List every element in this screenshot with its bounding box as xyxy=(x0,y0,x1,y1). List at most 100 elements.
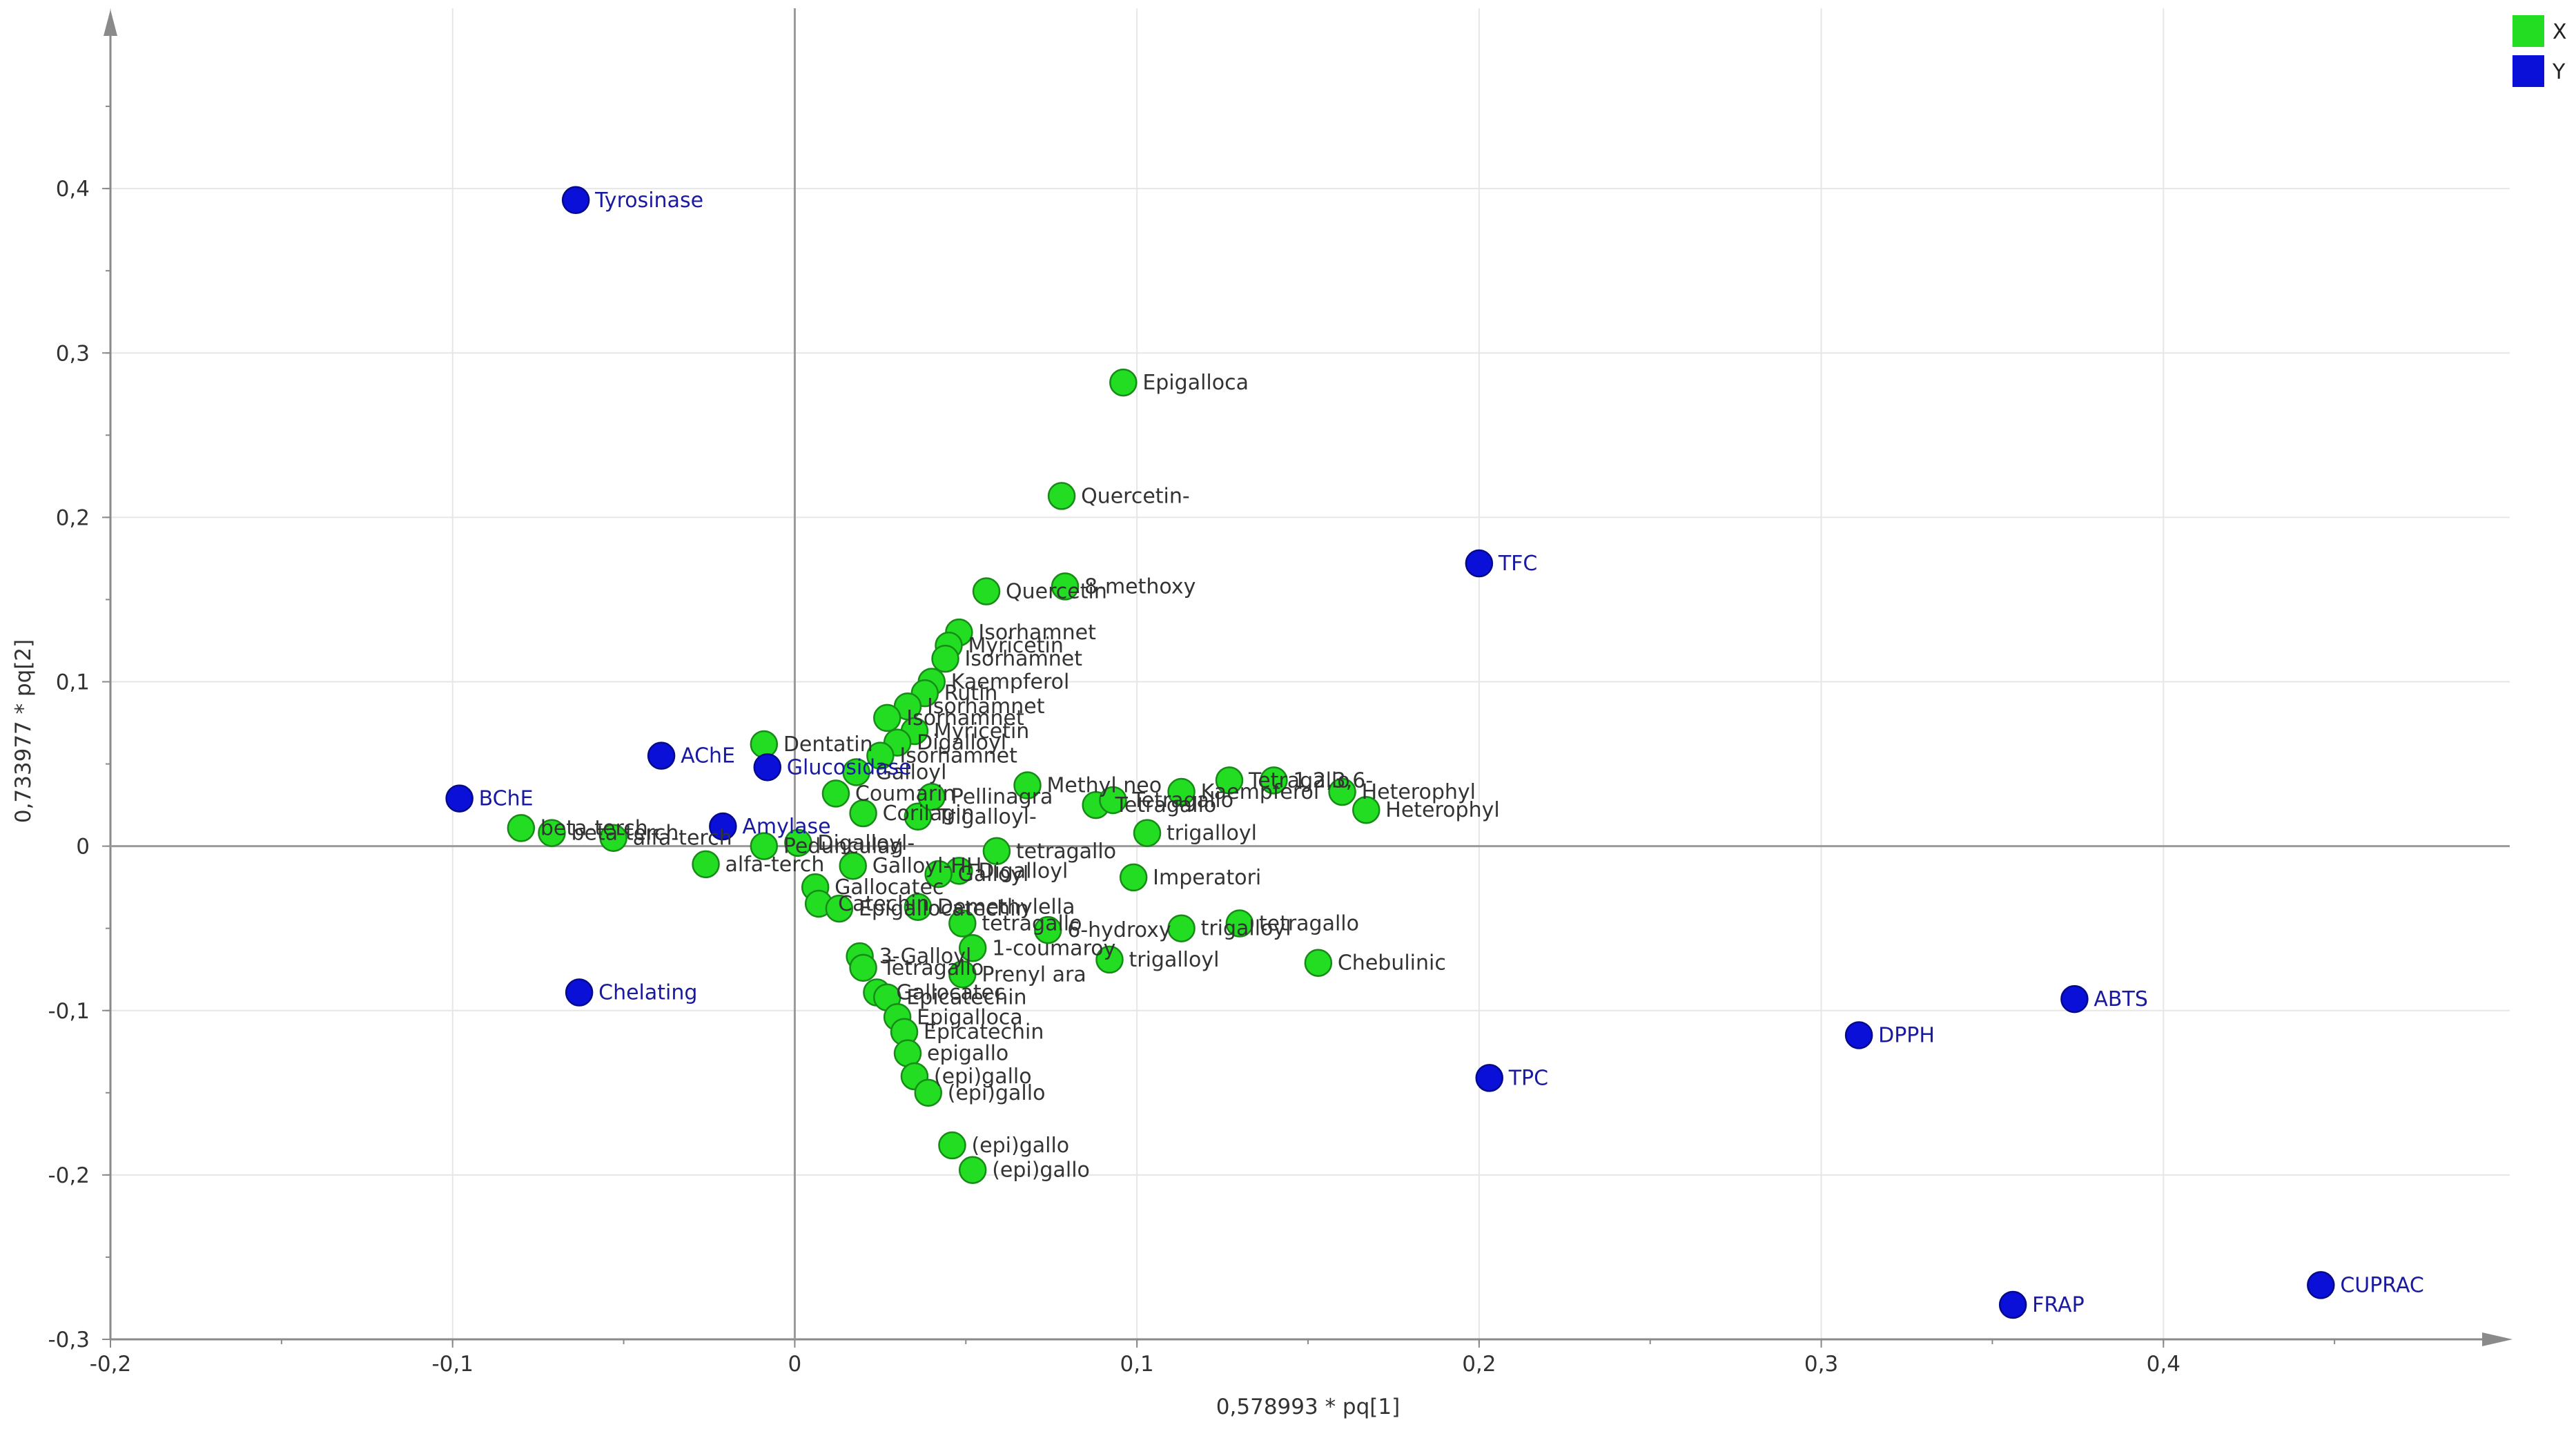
point-label: Trigalloyl- xyxy=(937,805,1037,829)
compound-point xyxy=(917,782,946,811)
x-tick-label: -0,1 xyxy=(431,1352,474,1377)
point-label: Galloyl xyxy=(958,862,1029,886)
response-point xyxy=(1475,1064,1503,1092)
compound-point xyxy=(821,779,850,808)
y-tick-label: -0,2 xyxy=(48,1163,90,1188)
point-label: Gallocatec xyxy=(896,981,1005,1005)
point-label: epigallo xyxy=(927,1042,1008,1066)
compound-point xyxy=(1260,766,1288,795)
point-label: Epigalloca xyxy=(917,1005,1023,1029)
legend-label-Y: Y xyxy=(2552,60,2566,84)
point-label: 3-Galloyl xyxy=(879,944,972,969)
point-label: Myricetin xyxy=(968,634,1064,658)
point-label: tetragallo xyxy=(1016,840,1116,864)
compound-point xyxy=(1133,819,1162,847)
compound-point xyxy=(893,1039,922,1067)
y-tick-label: -0,3 xyxy=(48,1328,90,1352)
y-tick-label: 0 xyxy=(76,835,90,860)
compound-point xyxy=(1013,771,1042,799)
point-label: Myricetin xyxy=(934,719,1029,744)
point-label: Dentatin xyxy=(783,732,873,757)
point-label: beta-terch xyxy=(540,816,648,840)
point-label: TFC xyxy=(1498,552,1538,576)
response-point xyxy=(565,978,594,1007)
point-label: Galloyl xyxy=(876,760,947,784)
point-label: Tetragallo xyxy=(1115,793,1217,817)
point-label: 1,2,3,6- xyxy=(1293,768,1373,793)
point-label: 8-methoxy xyxy=(1084,574,1196,599)
point-label: Galloyl-HH xyxy=(872,854,982,878)
response-point xyxy=(647,741,676,770)
point-label: alfa-terch xyxy=(725,853,825,877)
y-axis-arrow xyxy=(104,10,117,36)
y-tick-label: 0,1 xyxy=(56,670,90,695)
point-label: Epicatechin xyxy=(906,986,1026,1010)
axes xyxy=(104,8,2512,1346)
x-tick-label: 0,2 xyxy=(1462,1352,1496,1377)
y-tick-label: 0,3 xyxy=(56,341,90,366)
point-label: Prenyl ara xyxy=(982,962,1086,987)
compound-point xyxy=(1352,795,1380,824)
response-point xyxy=(753,753,782,782)
point-label: Corilagin xyxy=(883,802,975,826)
y-axis-title: 0,733977 * pq[2] xyxy=(11,639,36,823)
legend: XY xyxy=(2512,15,2567,87)
x-tick-label: 0,1 xyxy=(1120,1352,1153,1377)
point-label: ABTS xyxy=(2094,987,2147,1011)
point-label: Gallocatec xyxy=(835,875,944,900)
point-label: trigalloyl xyxy=(1129,948,1219,972)
compound-point xyxy=(1051,572,1080,601)
compound-point xyxy=(839,851,867,880)
compound-point xyxy=(849,799,877,828)
point-label: alfa-terch xyxy=(633,826,732,851)
compound-point xyxy=(972,577,1001,605)
point-label: CUPRAC xyxy=(2340,1273,2424,1297)
response-point xyxy=(1998,1290,2027,1319)
compound-point xyxy=(1109,368,1138,397)
compound-point xyxy=(866,741,895,770)
compound-point xyxy=(825,894,854,923)
tick-labels: -0,2 -0,1 0 0,1 0,2 0,3 0,4-0,3-0,2-0,100,10,2… xyxy=(48,106,2336,1377)
point-label: Chebulinic xyxy=(1338,951,1446,976)
point-label: Epigallocatechin xyxy=(859,897,1029,921)
point-label: Epigalloca xyxy=(1142,371,1249,395)
compound-point xyxy=(904,893,933,921)
point-label: Epicatechin xyxy=(924,1020,1044,1045)
x-tick-label: 0,4 xyxy=(2147,1352,2180,1377)
point-label: (epi)gallo xyxy=(992,1158,1090,1183)
point-label: Glucosidase xyxy=(787,755,912,779)
compound-point xyxy=(931,644,959,673)
point-label: Tetragallo xyxy=(1131,788,1233,813)
point-label: Isorhamnet xyxy=(899,744,1017,768)
compound-point xyxy=(873,704,901,732)
response-point xyxy=(709,812,737,841)
compound-point xyxy=(1095,945,1124,974)
point-label: 6-hydroxy xyxy=(1067,918,1171,942)
point-label: FRAP xyxy=(2032,1293,2085,1317)
point-label: Amylase xyxy=(742,815,830,839)
point-label: Digalloyl- xyxy=(817,831,915,855)
point-label: Pellinagra xyxy=(951,785,1053,809)
point-label: Heterophyl xyxy=(1362,780,1476,804)
compound-point xyxy=(1215,766,1244,795)
point-label: Kaempferol xyxy=(951,670,1070,695)
point-label: TPC xyxy=(1508,1066,1548,1090)
compound-point xyxy=(958,1156,987,1184)
compound-point xyxy=(1167,777,1196,806)
point-label: 1-coumaroy xyxy=(992,936,1115,960)
point-label: Quercetin- xyxy=(1081,484,1190,508)
point-label: trigalloyl xyxy=(1167,822,1257,846)
point-label: tetragallo xyxy=(982,912,1082,936)
x-tick-label: 0 xyxy=(788,1352,802,1377)
legend-label-X: X xyxy=(2553,20,2567,44)
point-label: Tetragallo xyxy=(1248,768,1350,793)
compound-point xyxy=(842,758,870,786)
compound-point xyxy=(599,824,627,852)
point-label: Digalloyl xyxy=(917,731,1006,755)
point-label: trigalloyl xyxy=(1201,917,1291,941)
compound-point xyxy=(1167,914,1196,942)
point-label: Kaempferol xyxy=(1201,780,1320,804)
compound-point xyxy=(924,860,953,889)
